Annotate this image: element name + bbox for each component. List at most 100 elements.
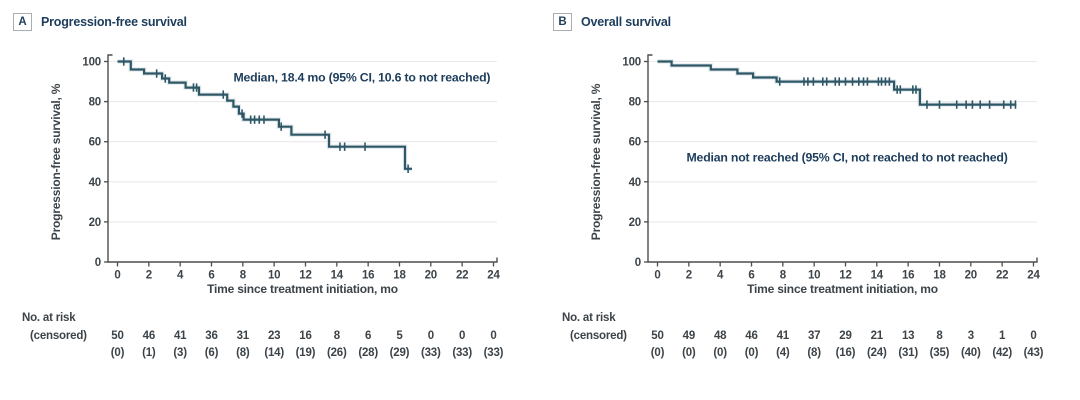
x-tick-label: 20: [425, 270, 437, 282]
km-curve: [117, 60, 412, 170]
censored-count: (1): [142, 347, 156, 359]
at-risk-count: 37: [808, 330, 820, 342]
censored-count: (4): [776, 347, 790, 359]
censored-count: (33): [452, 347, 472, 359]
censored-count: (35): [930, 347, 950, 359]
y-tick-label: 0: [635, 257, 641, 269]
at-risk-count: 16: [299, 330, 311, 342]
x-tick-label: 10: [808, 270, 820, 282]
y-axis-label: Progression-free survival, %: [49, 83, 63, 240]
at-risk-count: 0: [490, 330, 496, 342]
panel-progression-free-survival: A Progression-free survival 0 20 40 60 80 100…: [13, 13, 504, 359]
at-risk-count: 6: [365, 330, 371, 342]
median-annotation: Median, 18.4 mo (95% CI, 10.6 to not rea…: [233, 71, 490, 85]
y-tick-label: 80: [89, 97, 101, 109]
x-tick-label: 24: [1027, 270, 1040, 282]
axes: [107, 54, 498, 263]
censored-count: (43): [1024, 347, 1044, 359]
at-risk-count: 50: [111, 330, 123, 342]
at-risk-count: 0: [1030, 330, 1036, 342]
at-risk-label: No. at risk: [562, 312, 616, 324]
x-tick-label: 14: [331, 270, 344, 282]
x-tick-label: 22: [996, 270, 1008, 282]
at-risk-count: 5: [396, 330, 403, 342]
at-risk-count: 46: [745, 330, 757, 342]
at-risk-count: 3: [968, 330, 974, 342]
y-axis-label: Progression-free survival, %: [589, 83, 603, 240]
x-tick-label: 2: [686, 270, 692, 282]
x-tick-label: 8: [240, 270, 247, 282]
x-tick-label: 24: [487, 270, 500, 282]
y-tick-label: 80: [629, 97, 641, 109]
panel-b-letter-badge: B: [553, 13, 572, 31]
x-axis-label: Time since treatment initiation, mo: [747, 282, 938, 296]
at-risk-count: 0: [428, 330, 434, 342]
at-risk-count: 41: [174, 330, 187, 342]
censored-count: (40): [961, 347, 981, 359]
at-risk-count: 21: [871, 330, 884, 342]
x-tick-label: 8: [780, 270, 787, 282]
at-risk-count: 8: [936, 330, 943, 342]
y-tick-label: 100: [82, 57, 101, 69]
panel-a-letter-badge: A: [13, 13, 32, 31]
y-tick-label: 60: [629, 137, 641, 149]
censored-count: (19): [296, 347, 316, 359]
at-risk-table: No. at risk (censored) 50 (0) 49 (0) 48 (0) 46 (0…: [562, 312, 1044, 359]
censored-label: (censored): [30, 330, 87, 342]
censored-count: (0): [651, 347, 665, 359]
panel-a-title: Progression-free survival: [41, 15, 187, 29]
gridlines: [648, 60, 1037, 223]
censored-count: (8): [807, 347, 821, 359]
at-risk-count: 23: [268, 330, 280, 342]
censored-count: (29): [390, 347, 410, 359]
y-tick-label: 0: [95, 257, 101, 269]
censored-label: (censored): [570, 330, 627, 342]
censored-count: (42): [992, 347, 1012, 359]
x-tick-label: 4: [177, 270, 184, 282]
censored-count: (28): [358, 347, 378, 359]
x-tick-label: 18: [393, 270, 406, 282]
km-curve: [657, 60, 1017, 106]
at-risk-count: 8: [334, 330, 341, 342]
x-tick-label: 16: [362, 270, 374, 282]
censored-count: (0): [745, 347, 759, 359]
y-tick-label: 20: [629, 217, 641, 229]
x-tick-label: 12: [839, 270, 851, 282]
x-tick-label: 6: [208, 270, 214, 282]
censored-count: (26): [327, 347, 347, 359]
censor-marks: [122, 57, 409, 173]
x-tick-label: 6: [748, 270, 754, 282]
at-risk-count: 41: [777, 330, 790, 342]
y-tick-label: 100: [622, 57, 641, 69]
x-tick-label: 18: [933, 270, 946, 282]
x-tick-label: 20: [965, 270, 977, 282]
y-tick-label: 40: [629, 177, 641, 189]
at-risk-count: 31: [237, 330, 250, 342]
at-risk-count: 48: [714, 330, 727, 342]
x-tick-label: 22: [456, 270, 468, 282]
censored-count: (33): [421, 347, 441, 359]
y-tick-label: 20: [89, 217, 101, 229]
at-risk-count: 29: [839, 330, 851, 342]
at-risk-count: 49: [683, 330, 695, 342]
panel-a-header: A Progression-free survival: [13, 13, 187, 31]
censored-count: (0): [682, 347, 696, 359]
censored-count: (0): [713, 347, 727, 359]
censored-count: (14): [264, 347, 284, 359]
at-risk-count: 36: [205, 330, 217, 342]
censored-count: (31): [898, 347, 918, 359]
censored-count: (3): [173, 347, 187, 359]
y-tick-label: 60: [89, 137, 101, 149]
x-tick-label: 16: [902, 270, 914, 282]
at-risk-count: 1: [999, 330, 1006, 342]
x-tick-label: 4: [717, 270, 724, 282]
censored-count: (6): [205, 347, 219, 359]
censored-count: (16): [836, 347, 856, 359]
censored-count: (8): [236, 347, 250, 359]
y-tick-label: 40: [89, 177, 101, 189]
censored-count: (24): [867, 347, 887, 359]
